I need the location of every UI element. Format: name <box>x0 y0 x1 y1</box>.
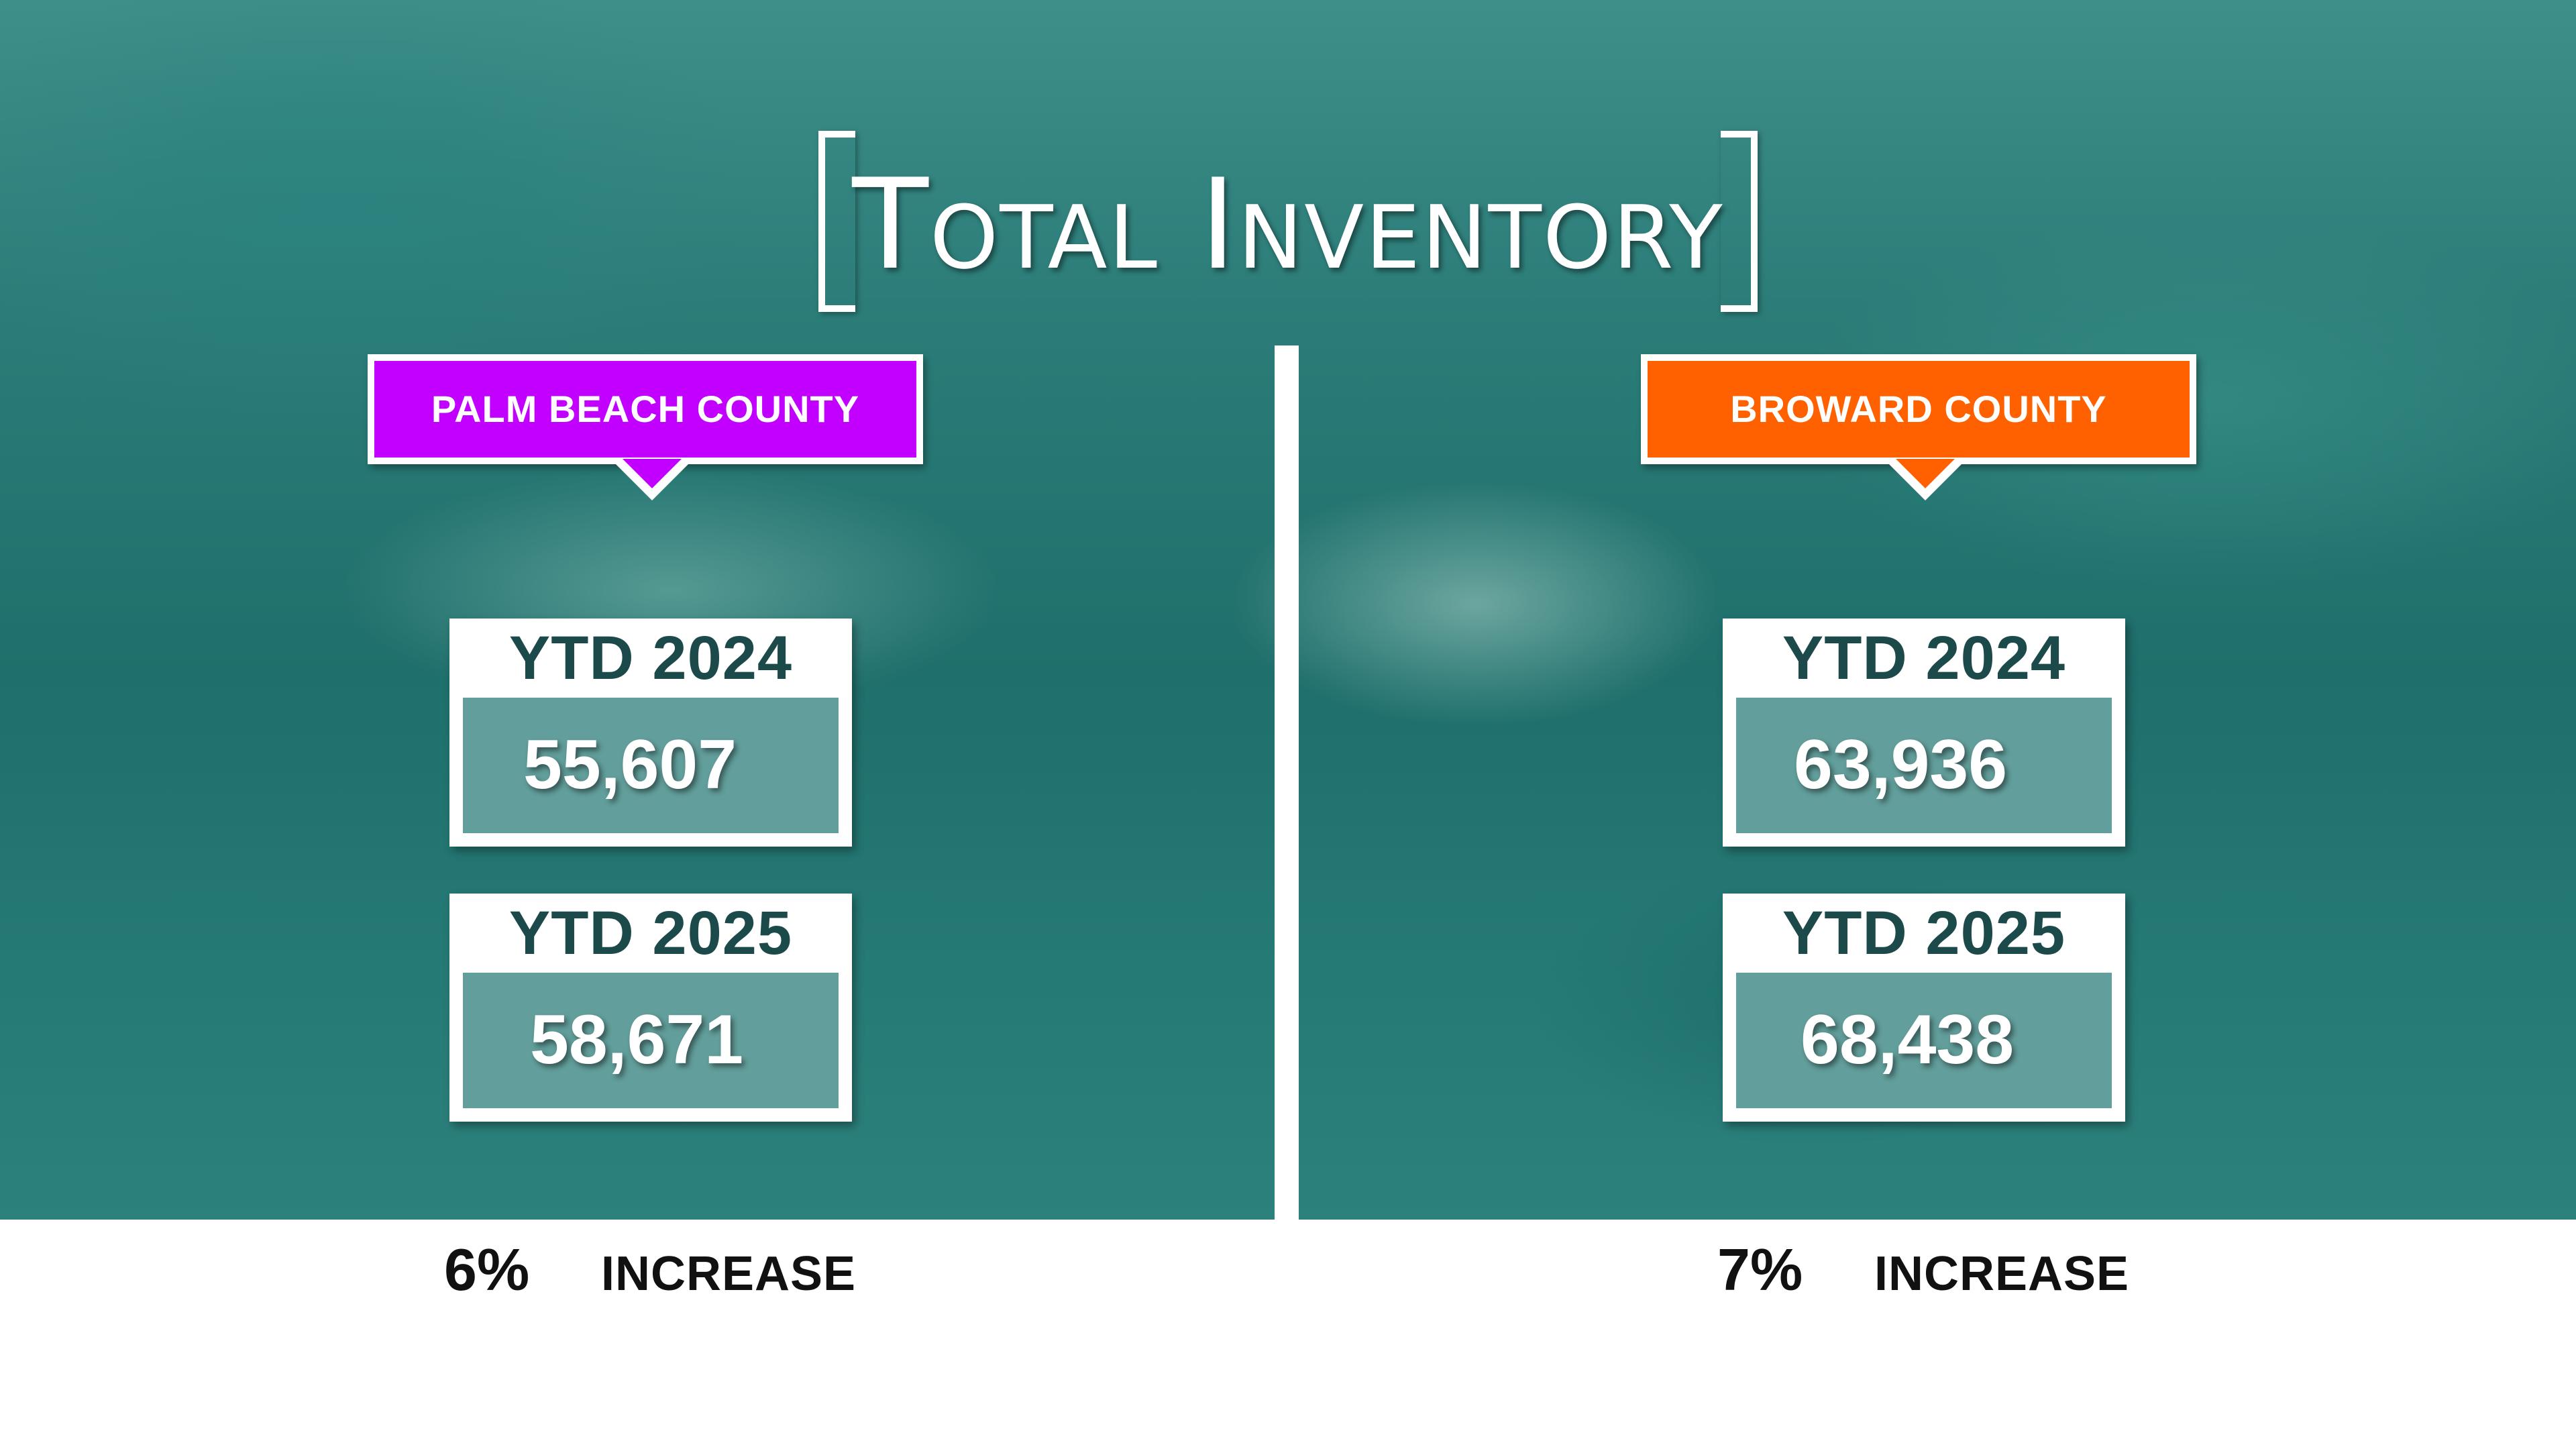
footer-band <box>0 1220 2576 1449</box>
broward-change-word: INCREASE <box>1874 1247 2130 1301</box>
broward-county-tag: BROWARD COUNTY <box>1641 354 2196 464</box>
value-box: 68,438 <box>1736 973 2112 1108</box>
palm-beach-ytd-2025-value: 58,671 <box>530 1001 744 1079</box>
value-box: 55,607 <box>463 698 839 833</box>
palm-beach-tag-pointer-fill <box>623 459 682 488</box>
palm-beach-change-percent: 6% <box>444 1236 530 1303</box>
ytd-2024-label: YTD 2024 <box>1782 624 2066 692</box>
broward-tag-pointer-fill <box>1896 459 1955 488</box>
left-bracket-icon <box>818 131 855 312</box>
palm-beach-change-word: INCREASE <box>601 1247 857 1301</box>
ytd-2025-label: YTD 2025 <box>508 899 793 967</box>
broward-ytd-2024-card: YTD 2024 63,936 <box>1723 619 2125 847</box>
broward-ytd-2025-value: 68,438 <box>1801 1001 2015 1079</box>
center-divider <box>1275 345 1299 1220</box>
palm-beach-ytd-2025-card: YTD 2025 58,671 <box>449 894 852 1122</box>
broward-ytd-2024-value: 63,936 <box>1794 726 2008 804</box>
broward-ytd-2025-card: YTD 2025 68,438 <box>1723 894 2125 1122</box>
right-bracket-icon <box>1721 131 1758 312</box>
palm-beach-ytd-2024-value: 55,607 <box>523 726 737 804</box>
palm-beach-ytd-2024-card: YTD 2024 55,607 <box>449 619 852 847</box>
broward-change-percent: 7% <box>1717 1236 1803 1303</box>
palm-beach-county-tag: PALM BEACH COUNTY <box>368 354 923 464</box>
title-block: Total Inventory <box>818 131 1758 319</box>
value-box: 63,936 <box>1736 698 2112 833</box>
page-title: Total Inventory <box>852 152 1724 297</box>
value-box: 58,671 <box>463 973 839 1108</box>
ytd-2025-label: YTD 2025 <box>1782 899 2066 967</box>
ytd-2024-label: YTD 2024 <box>508 624 793 692</box>
